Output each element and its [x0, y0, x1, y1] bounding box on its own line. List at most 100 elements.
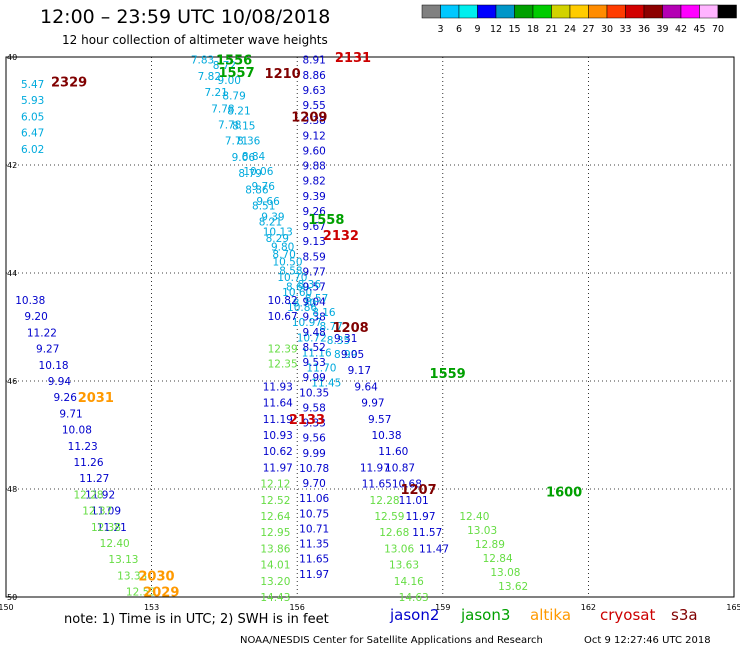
wave-height-value: 9.55 [302, 100, 325, 112]
wave-height-value: 11.16 [302, 347, 332, 359]
latitude-label: 44 [7, 269, 17, 278]
generated-timestamp: Oct 9 12:27:46 UTC 2018 [584, 635, 711, 646]
longitude-label: 165 [726, 603, 740, 612]
wave-height-value: 8.52 [302, 342, 325, 354]
wave-height-value: 6.02 [21, 144, 44, 156]
page-title: 12:00 – 23:59 UTC 10/08/2018 [40, 6, 331, 28]
wave-height-value: 9.80 [271, 242, 294, 254]
credit-line: NOAA/NESDIS Center for Satellite Applica… [240, 635, 543, 646]
wave-height-value: 11.23 [68, 441, 98, 453]
wave-height-value: 8.16 [312, 307, 336, 319]
pass-time-label: 1210 [265, 67, 301, 82]
wave-height-value: 9.70 [302, 478, 325, 490]
pass-time-label: 2031 [78, 391, 114, 406]
page-subtitle: 12 hour collection of altimeter wave hei… [62, 33, 328, 47]
wave-height-value: 11.97 [360, 462, 390, 474]
wave-height-value: 11.01 [399, 495, 429, 507]
wave-height-value: 12.53 [126, 587, 156, 599]
wave-height-value: 13.63 [389, 560, 419, 572]
wave-height-value: 10.68 [392, 479, 422, 491]
wave-height-value: 8.72 [213, 60, 236, 72]
wave-height-value: 11.21 [97, 522, 127, 534]
wave-height-value: 8.70 [293, 298, 316, 310]
wave-height-value: 10.87 [385, 462, 415, 474]
pass-time-label: 1556 [216, 54, 252, 69]
color-scale-tick: 18 [527, 24, 539, 35]
latitude-label: 50 [7, 593, 17, 602]
pass-time-label: 1600 [546, 486, 582, 501]
longitude-label: 159 [435, 603, 450, 612]
wave-height-value: 8.35 [327, 335, 350, 347]
wave-height-value: 13.20 [260, 576, 290, 588]
wave-height-value: 9.06 [232, 152, 256, 164]
wave-height-value: 9.76 [252, 181, 276, 193]
wave-height-value: 9.99 [302, 448, 325, 460]
color-scale-tick: 27 [582, 24, 594, 35]
wave-height-value: 12.39 [268, 344, 298, 356]
wave-height-value: 9.63 [302, 85, 325, 97]
wave-height-value: 8.29 [266, 233, 289, 245]
legend-jason3: jason3 [461, 606, 511, 624]
wave-height-value: 9.12 [302, 130, 325, 142]
wave-height-value: 13.86 [260, 543, 290, 555]
wave-height-value: 8.91 [302, 55, 325, 67]
longitude-label: 162 [581, 603, 596, 612]
pass-time-label: 1557 [218, 66, 254, 81]
wave-height-value: 12.38 [91, 522, 121, 534]
wave-height-value: 10.75 [299, 508, 329, 520]
wave-height-value: 11.45 [311, 378, 341, 390]
wave-height-value: 11.93 [263, 381, 293, 393]
wave-height-value: 9.97 [361, 398, 384, 410]
wave-height-value: 10.06 [243, 166, 273, 178]
wave-height-value: 12.40 [459, 511, 489, 523]
wave-height-value: 7.71 [225, 136, 248, 148]
wave-height-value: 9.39 [261, 211, 284, 223]
color-scale-tick: 36 [638, 24, 650, 35]
legend-s3a: s3a [671, 606, 698, 624]
wave-height-value: 12.68 [379, 527, 409, 539]
wave-height-value: 10.97 [292, 317, 322, 329]
color-scale-tick: 39 [656, 24, 668, 35]
wave-height-value: 12.64 [260, 511, 290, 523]
wave-height-value: 8.77 [319, 321, 342, 333]
wave-height-value: 7.83 [191, 55, 214, 67]
wave-height-value: 10.38 [371, 430, 401, 442]
wave-height-value: 10.08 [62, 425, 92, 437]
color-swatch [717, 4, 737, 19]
wave-height-value: 9.60 [302, 145, 325, 157]
wave-height-value: 9.38 [302, 115, 325, 127]
wave-height-value: 9.66 [256, 196, 280, 208]
color-scale-tick: 24 [564, 24, 576, 35]
color-scale-tick: 45 [693, 24, 705, 35]
wave-height-value: 9.20 [24, 311, 47, 323]
wave-height-value: 14.43 [260, 592, 290, 604]
legend-cryosat: cryosat [600, 606, 656, 624]
wave-height-value: 14.16 [394, 576, 424, 588]
wave-height-value: 8.21 [259, 217, 282, 229]
wave-height-value: 9.38 [302, 312, 325, 324]
wave-height-value: 9.33 [302, 418, 325, 430]
wave-height-value: 7.78 [211, 103, 234, 115]
wave-height-value: 9.53 [302, 357, 325, 369]
wave-height-value: 10.82 [268, 295, 298, 307]
color-scale-tick: 12 [490, 24, 502, 35]
color-scale-tick: 9 [474, 24, 480, 35]
wave-height-value: 11.65 [299, 554, 329, 566]
wave-height-value: 8.99 [334, 349, 357, 361]
pass-time-label: 1207 [400, 483, 436, 498]
pass-time-label: 2029 [143, 586, 179, 601]
wave-height-value: 9.71 [59, 408, 82, 420]
wave-height-value: 13.13 [108, 554, 138, 566]
color-scale-tick: 33 [619, 24, 631, 35]
wave-height-value: 11.26 [73, 457, 103, 469]
latitude-label: 42 [7, 161, 17, 170]
wave-height-value: 11.97 [405, 511, 435, 523]
pass-time-label: 2133 [289, 413, 325, 428]
wave-height-value: 11.64 [263, 398, 293, 410]
wave-height-value: 10.38 [15, 295, 45, 307]
pass-time-label: 2030 [138, 569, 174, 584]
wave-height-value: 9.57 [302, 282, 325, 294]
wave-height-value: 7.78 [218, 120, 241, 132]
wave-height-value: 13.33 [117, 570, 147, 582]
latitude-label: 40 [7, 53, 17, 62]
